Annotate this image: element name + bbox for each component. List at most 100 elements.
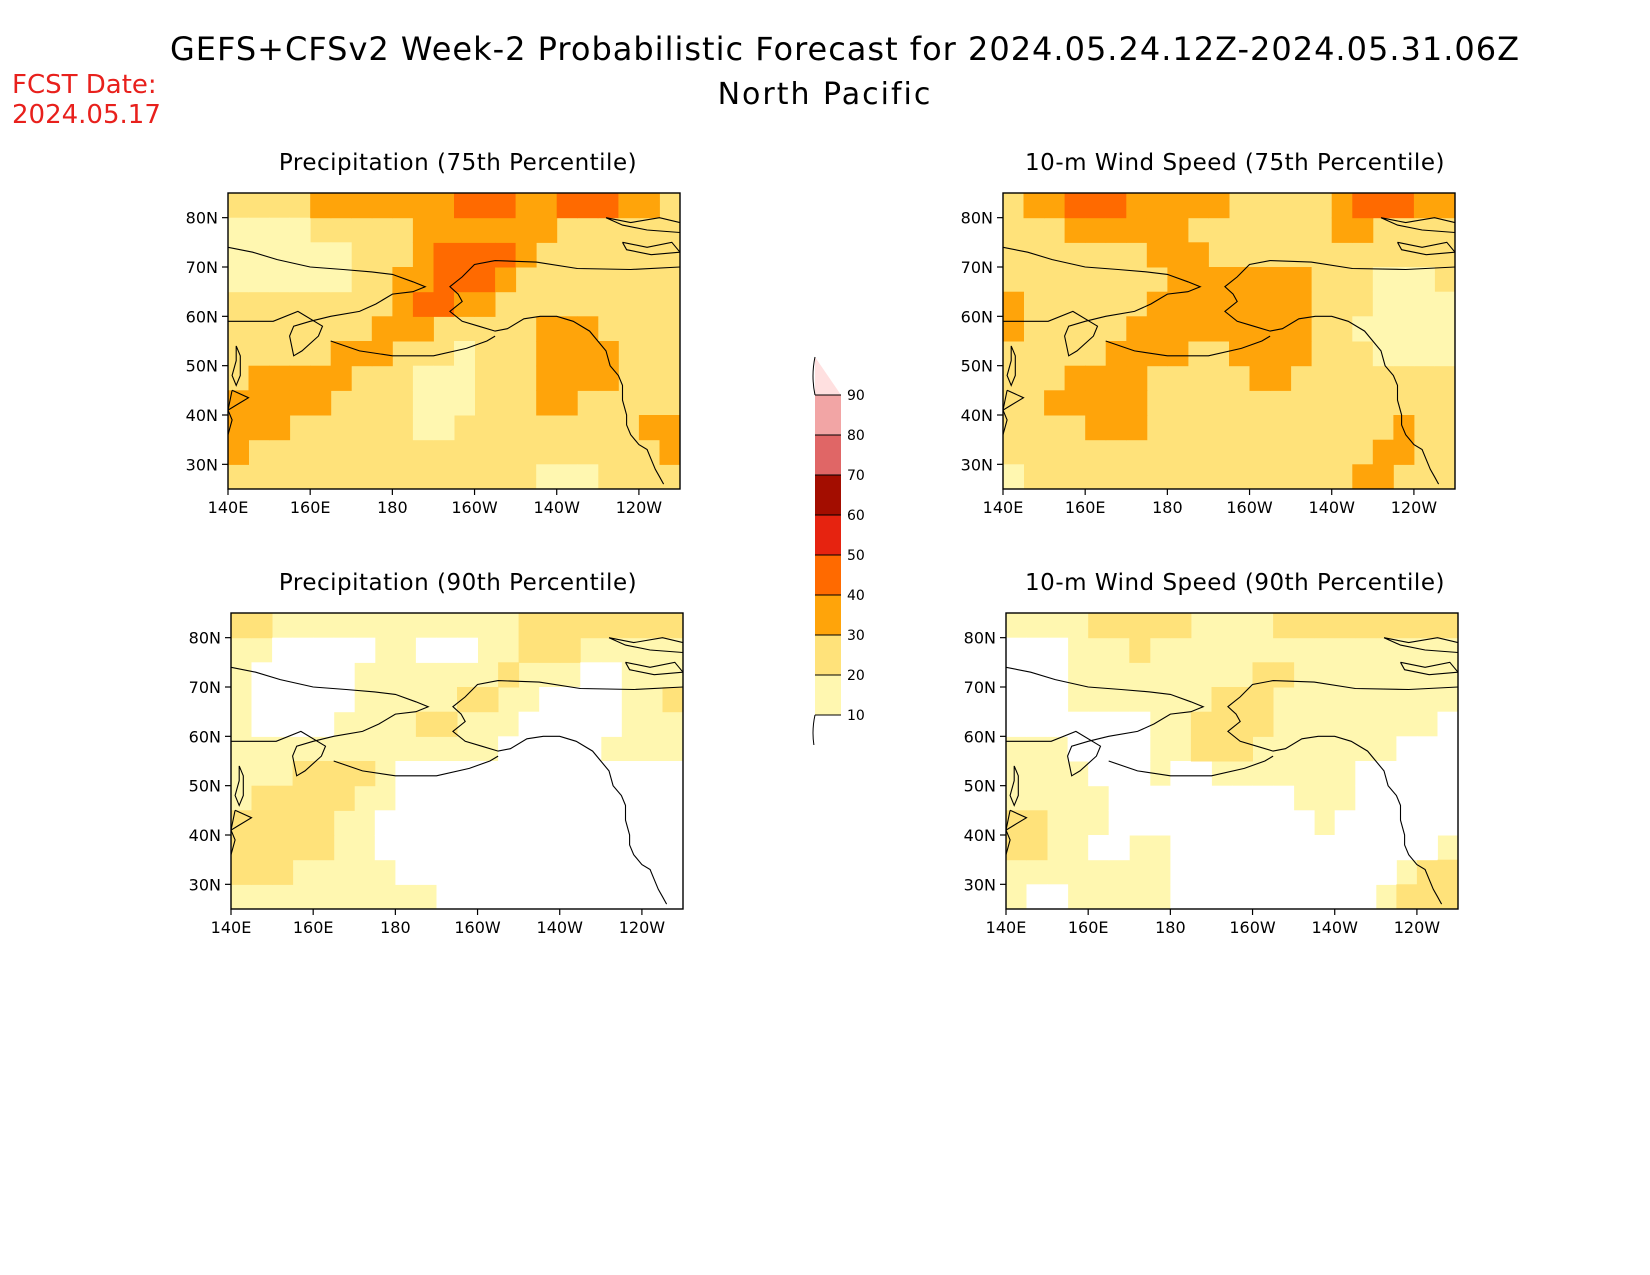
shading-cell — [251, 662, 273, 688]
shading-cell — [641, 810, 663, 836]
shading-cell — [433, 365, 455, 391]
lat-tick-label: 30N — [964, 875, 996, 894]
coastline-japan — [228, 389, 250, 436]
shading-cell — [1146, 291, 1168, 317]
shading-cell — [1067, 711, 1089, 737]
map-wind-90: 140E 160E 180 160W 140W 120W 80N 70N 60N 50N 40N 30… — [964, 612, 1459, 937]
shading-cell — [518, 637, 540, 663]
shading-cell — [269, 217, 291, 243]
shading-cell — [1393, 193, 1415, 219]
shading-cell — [251, 687, 273, 713]
shading-cell — [1249, 291, 1271, 317]
lat-tick-label: 50N — [189, 777, 221, 796]
shading-cell — [662, 859, 683, 885]
shading-cell — [539, 736, 561, 762]
shading-cell — [1190, 835, 1212, 861]
shading-cell — [228, 242, 249, 268]
shading-cell — [1146, 341, 1168, 367]
shading-cell — [580, 835, 602, 861]
shading-cell — [1108, 761, 1130, 787]
shading-cell — [1003, 464, 1024, 489]
shading-cell — [1372, 193, 1394, 219]
shading-cell — [1372, 464, 1394, 489]
shading-cell — [1413, 316, 1435, 342]
shading-cell — [495, 242, 517, 268]
lat-tick-label: 60N — [189, 727, 221, 746]
shading-cell — [415, 711, 437, 737]
colorbar-segment — [815, 555, 841, 595]
shading-cell — [539, 884, 561, 909]
shading-cell — [539, 859, 561, 885]
lat-tick-label: 80N — [964, 629, 996, 648]
shading-cell — [251, 810, 273, 836]
shading-cell — [518, 785, 540, 811]
shading-cell — [1252, 884, 1274, 909]
shading-cell — [415, 859, 437, 885]
shading-cell — [1314, 859, 1336, 885]
shading-cell — [1190, 711, 1212, 737]
shading-cell — [559, 613, 581, 639]
shading-cell — [1026, 711, 1048, 737]
shading-cell — [1105, 193, 1127, 219]
shading-cell — [395, 859, 417, 885]
shading-cell — [1437, 884, 1458, 909]
coastline-arctic-island-1 — [605, 217, 680, 234]
shading-cell — [1314, 884, 1336, 909]
shading-cell — [1293, 810, 1315, 836]
shading-cell — [577, 341, 599, 367]
shading-cell — [539, 711, 561, 737]
shading-cell — [1270, 267, 1292, 293]
shading-cell — [662, 810, 683, 836]
shading-cell — [1334, 835, 1356, 861]
shading-cell — [1413, 341, 1435, 367]
colorbar-tick-label: 10 — [847, 708, 865, 724]
shading-cell — [1149, 785, 1171, 811]
shading-cell — [436, 785, 458, 811]
shading-cell — [1396, 613, 1418, 639]
lat-tick-label: 60N — [964, 727, 996, 746]
map-frame — [1005, 612, 1459, 910]
shading-cell — [1167, 193, 1189, 219]
shading-cell — [1249, 267, 1271, 293]
lat-tick-label: 40N — [189, 826, 221, 845]
shading-cell — [638, 415, 660, 441]
shading-cell — [1437, 613, 1458, 639]
shading-cell — [272, 859, 294, 885]
shading-cell — [251, 859, 273, 885]
shading-cell — [1352, 464, 1374, 489]
coastline-sakhalin — [1006, 345, 1016, 387]
shading-cell — [1105, 341, 1127, 367]
shading-cell — [392, 193, 414, 219]
coastline-asia — [228, 246, 427, 357]
shading-cell — [292, 785, 314, 811]
shading-cell — [454, 341, 475, 367]
shading-cell — [1211, 785, 1233, 811]
shading-cell — [371, 316, 393, 342]
shading-cell — [1413, 267, 1435, 293]
coastline-japan — [1006, 809, 1028, 856]
shading-cell — [1416, 835, 1438, 861]
lon-tick-label: 180 — [1152, 498, 1183, 517]
shading-cell — [313, 711, 335, 737]
shading-cell — [498, 835, 520, 861]
shading-cell — [269, 267, 291, 293]
colorbar-low-triangle — [815, 715, 841, 745]
shading-cell — [536, 464, 558, 489]
shading-cell — [515, 193, 537, 219]
shading-cell — [1190, 859, 1212, 885]
shading-cell — [1232, 859, 1253, 885]
shading-cell — [539, 687, 561, 713]
lat-tick-label: 40N — [961, 406, 993, 425]
shading-cell — [477, 687, 499, 713]
shading-cell — [1249, 365, 1271, 391]
lat-tick-label: 30N — [961, 455, 993, 474]
shading-cell — [536, 316, 558, 342]
shading-cell — [457, 637, 478, 663]
shading-cell — [1129, 637, 1151, 663]
lon-tick-label: 120W — [619, 918, 666, 937]
shading-cell — [289, 217, 311, 243]
shading-cell — [1229, 267, 1250, 293]
shading-cell — [1088, 835, 1110, 861]
shading-cell — [1211, 810, 1233, 836]
shading-cell — [1085, 217, 1107, 243]
